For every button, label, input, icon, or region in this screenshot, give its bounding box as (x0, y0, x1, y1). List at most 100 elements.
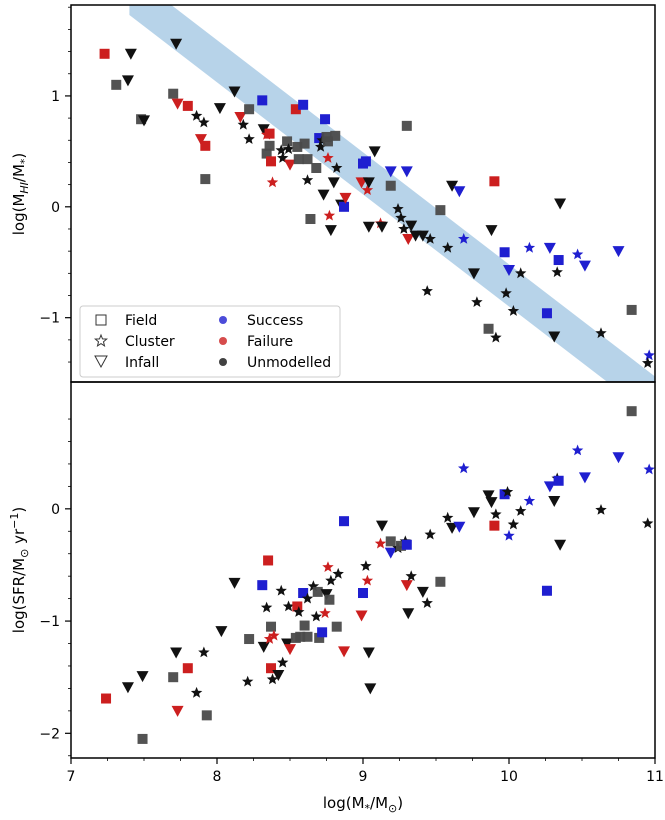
data-point-square-unmodelled (200, 174, 211, 185)
data-point-square-success (553, 475, 564, 486)
data-point-star-unmodelled (190, 109, 203, 121)
data-point-triangle-success (503, 265, 515, 277)
data-point-square-success (339, 516, 350, 527)
data-point-star-unmodelled (500, 287, 512, 299)
data-point-triangle-unmodelled (170, 647, 183, 659)
data-point-star-unmodelled (260, 601, 273, 613)
y-tick-label: 0 (51, 200, 60, 216)
data-point-star-failure (374, 537, 387, 549)
data-point-square-unmodelled (311, 162, 322, 173)
data-point-triangle-success (543, 242, 556, 254)
data-point-triangle-unmodelled (416, 230, 429, 242)
data-point-star-unmodelled (282, 143, 295, 154)
data-point-star-success (643, 349, 655, 361)
legend-label-failure: Failure (247, 334, 293, 350)
legend-shape-markers (94, 314, 108, 369)
data-point-triangle-success (384, 547, 397, 559)
data-point-triangle-success (543, 481, 556, 493)
data-point-square-unmodelled (168, 672, 179, 683)
data-point-square-unmodelled (302, 154, 313, 165)
data-point-star-unmodelled (301, 174, 314, 185)
data-point-star-unmodelled (266, 673, 279, 685)
data-point-triangle-unmodelled (170, 38, 183, 50)
data-point-star-failure (361, 184, 374, 195)
data-point-triangle-unmodelled (272, 669, 285, 681)
data-point-star-unmodelled (442, 511, 454, 523)
data-point-star-unmodelled (424, 233, 436, 244)
data-point-square-success (401, 539, 412, 550)
data-point-triangle-unmodelled (362, 177, 375, 189)
data-point-star-unmodelled (242, 675, 254, 687)
data-point-square-success (317, 627, 328, 638)
data-point-star-success (458, 462, 470, 474)
data-point-star-success (523, 495, 536, 506)
data-point-star-unmodelled (642, 517, 654, 529)
data-point-star-success (571, 248, 584, 260)
legend-marker-square (95, 314, 107, 326)
data-point-square-unmodelled (293, 154, 304, 165)
data-point-square-failure (101, 693, 112, 704)
data-point-triangle-success (578, 472, 591, 484)
data-point-triangle-unmodelled (485, 225, 498, 237)
data-point-star-unmodelled (501, 486, 514, 497)
data-point-square-success (499, 247, 510, 258)
data-point-square-unmodelled (137, 733, 148, 744)
data-point-star-failure (263, 633, 276, 644)
data-point-square-failure (266, 663, 277, 674)
data-point-star-unmodelled (190, 686, 203, 698)
top-y-ticks: −1 0 1 (39, 6, 71, 363)
data-point-square-unmodelled (244, 104, 255, 115)
data-point-triangle-success (384, 166, 397, 178)
data-point-star-unmodelled (507, 518, 520, 530)
data-point-triangle-success (578, 260, 591, 272)
legend-label-field: Field (125, 313, 157, 329)
y-tick-label: −1 (39, 614, 60, 630)
data-point-star-success (523, 241, 536, 253)
data-point-square-unmodelled (312, 586, 323, 597)
data-point-star-failure (268, 629, 280, 641)
data-point-star-unmodelled (310, 610, 322, 622)
data-point-triangle-failure (339, 192, 352, 204)
data-point-square-unmodelled (299, 620, 310, 631)
data-point-triangle-unmodelled (375, 221, 388, 233)
data-point-square-failure (200, 140, 211, 151)
top-y-axis-title: log(MHI/M*) (10, 153, 31, 236)
data-point-star-unmodelled (307, 580, 320, 592)
y-tick-label: −1 (39, 311, 60, 327)
data-point-square-unmodelled (299, 138, 310, 149)
data-point-triangle-unmodelled (554, 198, 567, 210)
data-point-star-unmodelled (277, 152, 289, 163)
data-point-triangle-failure (400, 580, 413, 592)
data-point-square-unmodelled (264, 140, 275, 151)
data-point-star-unmodelled (293, 606, 305, 617)
data-point-triangle-failure (234, 111, 247, 123)
data-point-triangle-unmodelled (554, 539, 567, 551)
data-point-triangle-success (612, 246, 625, 258)
data-point-square-success (358, 588, 368, 599)
top-panel: −1 0 1 Field Cluster Infall Success Failur… (10, 5, 655, 382)
data-point-square-unmodelled (292, 141, 303, 152)
legend-marker-triangle (94, 355, 108, 369)
data-point-square-unmodelled (261, 148, 272, 159)
data-point-star-unmodelled (275, 144, 287, 156)
data-point-square-unmodelled (385, 536, 396, 547)
data-point-square-failure (182, 100, 193, 111)
data-point-star-success (643, 463, 655, 475)
data-point-star-unmodelled (398, 223, 410, 234)
data-point-star-unmodelled (325, 574, 337, 586)
data-point-star-unmodelled (301, 592, 314, 604)
data-point-square-failure (263, 555, 274, 566)
data-point-triangle-unmodelled (482, 490, 495, 502)
data-point-square-failure (266, 156, 277, 167)
data-point-triangle-failure (171, 98, 184, 110)
data-point-square-unmodelled (435, 205, 446, 216)
data-point-square-success (360, 156, 371, 167)
data-point-star-success (503, 529, 515, 541)
data-point-triangle-unmodelled (548, 331, 561, 343)
data-point-square-failure (99, 48, 110, 59)
data-point-triangle-unmodelled (213, 103, 226, 115)
data-point-star-unmodelled (360, 560, 372, 571)
data-point-triangle-failure (355, 610, 368, 622)
data-point-triangle-unmodelled (362, 221, 375, 233)
